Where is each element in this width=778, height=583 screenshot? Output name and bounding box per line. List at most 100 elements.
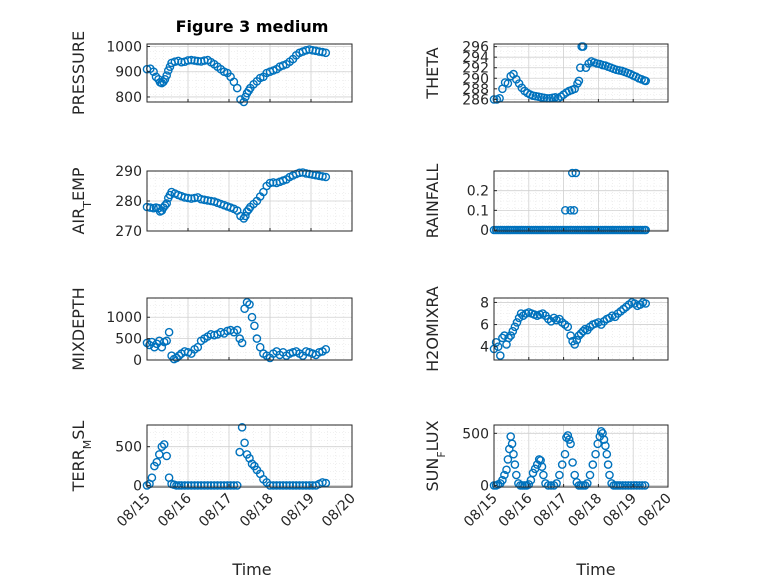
data-point: [172, 481, 181, 490]
y-tick-label: 290: [115, 164, 142, 180]
data-point: [321, 48, 331, 58]
data-point: [147, 473, 157, 483]
y-tick-label: 296: [462, 40, 489, 56]
y-tick-label: 6: [480, 318, 489, 334]
data-point: [174, 481, 184, 490]
data-point: [162, 199, 171, 208]
data-point: [576, 63, 585, 72]
data-point: [500, 331, 509, 340]
data-point: [241, 211, 250, 221]
data-point: [578, 326, 588, 336]
data-point: [509, 449, 518, 459]
panel-mixdepth: 0 500 1000 MIXDEPTH: [69, 287, 353, 371]
y-axis-label: AIRTEMP: [69, 167, 94, 234]
y-tick-label: 270: [115, 224, 142, 240]
data-point: [571, 168, 581, 178]
y-axis-label: MIXDEPTH: [69, 287, 88, 370]
data-point: [599, 435, 609, 444]
data-point: [588, 460, 598, 469]
data-point: [506, 331, 516, 340]
data-point: [561, 205, 570, 215]
data-point: [157, 342, 167, 352]
data-point: [503, 455, 513, 464]
data-point: [237, 422, 247, 432]
data-point: [247, 312, 257, 322]
axes-frame: [493, 424, 669, 488]
data-point: [624, 481, 633, 490]
data-point: [174, 351, 184, 361]
data-point: [318, 47, 327, 57]
y-tick-label: 500: [115, 440, 142, 456]
data-point: [301, 481, 311, 490]
data-point: [560, 449, 570, 459]
data-point: [629, 481, 639, 490]
data-point: [578, 42, 588, 51]
figure-title: Figure 3 medium: [176, 17, 329, 36]
y-tick-label: 1000: [106, 310, 142, 326]
axes-frame: [146, 43, 353, 103]
y-tick-label: 0.1: [467, 203, 489, 219]
data-point: [580, 481, 590, 490]
data-point: [512, 470, 521, 480]
data-point: [539, 470, 548, 480]
panel-rainfall: 0 0.1 0.2 RAINFALL: [423, 164, 669, 239]
x-tick-label: 08/20: [319, 491, 359, 531]
axes-frame: [493, 170, 669, 232]
y-axis-label: SUNFLUX: [423, 420, 448, 491]
data-point: [247, 459, 257, 469]
data-point: [193, 342, 203, 352]
data-point: [495, 351, 505, 360]
panel-h2omixra: 4 6 8 H2OMIXRA: [423, 286, 669, 372]
panel-pressure: 800 900 1000 PRESSURE: [69, 31, 353, 115]
y-tick-label: 292: [462, 61, 489, 77]
data-point: [564, 435, 574, 444]
data-point: [585, 470, 595, 480]
data-point: [563, 431, 573, 440]
axes-frame: [493, 297, 669, 361]
data-point: [572, 335, 582, 345]
data-point: [566, 331, 575, 340]
data-point: [635, 481, 644, 490]
data-point: [641, 76, 651, 86]
data-point: [626, 481, 636, 490]
data-point: [503, 79, 513, 88]
y-tick-label: 1000: [106, 40, 142, 56]
data-point: [641, 299, 651, 308]
data-point: [602, 449, 612, 459]
y-tick-label: 0: [133, 353, 142, 369]
y-axis-label: RAINFALL: [423, 164, 442, 239]
data-point: [151, 72, 161, 82]
y-axis-label: TERRMSL: [69, 421, 94, 493]
x-axis-label-left: Time: [231, 560, 271, 579]
data-point: [237, 338, 247, 348]
data-point: [288, 481, 298, 490]
data-point: [229, 481, 239, 490]
data-point: [305, 481, 314, 490]
data-point: [566, 205, 575, 215]
data-point: [500, 470, 509, 480]
x-tick-label: 08/19: [600, 491, 640, 531]
y-tick-label: 0.2: [467, 184, 489, 200]
data-point: [318, 478, 327, 487]
y-axis-label: PRESSURE: [69, 31, 88, 115]
data-point: [235, 334, 244, 343]
x-tick-label: 08/16: [155, 490, 195, 530]
data-point: [242, 297, 252, 307]
data-point: [252, 334, 262, 343]
data-point: [232, 481, 242, 490]
data-point: [245, 300, 254, 309]
data-point: [537, 462, 547, 472]
data-point: [574, 76, 584, 86]
axes-frame: [493, 43, 669, 103]
data-point: [591, 449, 600, 459]
panel-terr-msl: 0 500 08/15 08/16 08/17 08/18 08/19 08/20 TERRMS…: [69, 421, 359, 531]
x-tick-label: 08/18: [237, 491, 277, 531]
data-point: [162, 451, 171, 461]
data-point: [498, 475, 507, 485]
data-point: [235, 447, 244, 457]
data-point: [601, 441, 610, 451]
data-point: [510, 460, 520, 469]
data-point: [321, 344, 331, 354]
